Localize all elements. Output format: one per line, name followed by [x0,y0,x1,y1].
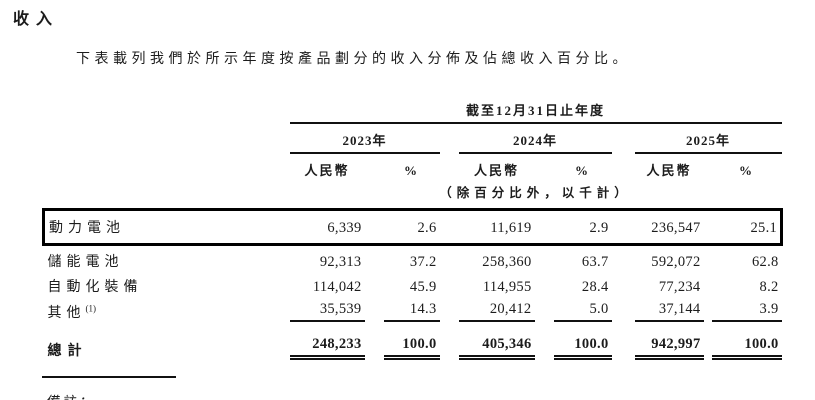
table-row-total: 總計 248,233 100.0 405,346 100.0 942,997 1… [44,322,782,360]
total-cell: 248,233 [289,336,365,360]
year-header-2023: 2023年 [289,130,440,154]
document-page: 收入 下表載列我們於所示年度按產品劃分的收入分佈及佔總收入百分比。 截至12月3… [0,10,815,400]
value-cell: 14.3 [383,301,440,322]
period-header: 截至12月31日止年度 [289,100,782,124]
value-cell: 62.8 [752,253,779,270]
value-cell: 2.9 [534,207,612,246]
year-header-row: 2023年 2024年 2025年 [44,124,782,154]
value-cell: 3.9 [711,301,782,322]
year-header-2024: 2024年 [458,130,612,154]
value-cell: 258,360 [482,253,532,270]
value-cell: 20,412 [458,301,535,322]
value-cell: 592,072 [651,253,701,270]
value-cell: 25.1 [703,207,784,246]
value-cell: 45.9 [409,278,437,295]
unit-note: （除百分比外，以千計） [439,185,632,200]
value-cell: 77,234 [658,278,701,295]
remark-label: 備註： [45,390,815,400]
total-cell: 100.0 [553,336,612,360]
value-cell: 114,955 [482,278,532,295]
unit-note-row: （除百分比外，以千計） [44,179,782,210]
footnote-ref: (1) [85,303,97,314]
page-title: 收入 [13,11,60,28]
total-cell: 942,997 [634,336,704,360]
value-cell: 6,339 [289,207,365,246]
value-cell: 2.6 [364,207,440,246]
row-label: 動力電池 [42,207,290,246]
total-cell: 405,346 [458,336,535,360]
column-header-rmb: 人民幣 [473,162,519,178]
footnote-divider [42,375,176,378]
total-cell: 100.0 [711,336,782,360]
value-cell: 8.2 [759,278,779,295]
row-label: 儲能電池 [47,254,124,270]
table-row-power-battery: 動力電池 6,339 2.6 11,619 2.9 236,547 25.1 [42,207,784,246]
table-row-storage-battery: 儲能電池 92,313 37.2 258,360 63.7 592,072 62… [44,244,782,271]
value-cell: 37,144 [634,301,704,322]
value-cell: 63.7 [581,253,609,270]
value-cell: 114,042 [312,278,362,295]
row-label: 其他(1) [47,303,97,321]
value-cell: 236,547 [611,207,704,246]
total-cell: 100.0 [383,336,440,360]
intro-text: 下表載列我們於所示年度按產品劃分的收入分佈及佔總收入百分比。 [76,52,631,68]
value-cell: 5.0 [553,301,612,322]
row-label: 總計 [47,343,88,359]
column-header-row: 人民幣 % 人民幣 % 人民幣 % [44,154,782,179]
table-row-automation-equipment: 自動化裝備 114,042 45.9 114,955 28.4 77,234 8… [44,271,782,296]
column-header-pct: % [575,162,590,178]
revenue-table: 截至12月31日止年度 2023年 2024年 2025年 人民幣 % 人民幣 … [42,100,784,360]
column-header-pct: % [739,162,755,178]
value-cell: 28.4 [581,278,609,295]
value-cell: 92,313 [319,253,362,270]
column-header-rmb: 人民幣 [304,162,350,178]
row-label: 自動化裝備 [47,279,143,295]
column-header-pct: % [404,162,419,178]
column-header-rmb: 人民幣 [646,162,692,178]
period-header-row: 截至12月31日止年度 [44,100,782,124]
year-header-2025: 2025年 [634,130,782,154]
value-cell: 11,619 [439,207,535,246]
table-row-others: 其他(1) 35,539 14.3 20,412 5.0 37,144 3.9 [44,296,782,322]
value-cell: 37.2 [409,253,437,270]
value-cell: 35,539 [289,301,365,322]
